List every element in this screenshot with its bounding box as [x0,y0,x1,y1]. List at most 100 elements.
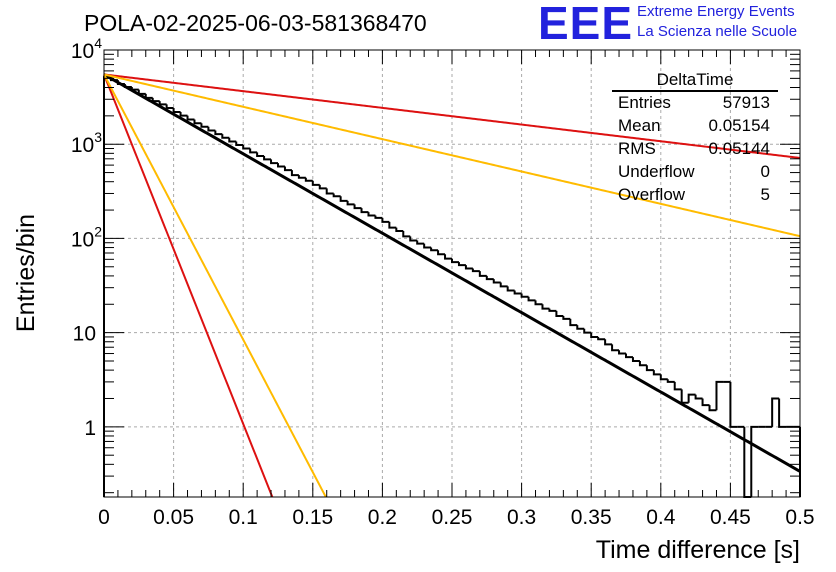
histogram-bin [423,243,432,249]
stats-divider [612,90,778,92]
histogram-bin [625,353,633,359]
x-tick-label: 0.1 [229,506,258,529]
histogram-bin [451,258,459,264]
y-axis-label: Entries/bin [12,214,40,332]
histogram-bin [687,393,696,403]
histogram-bin [430,247,439,252]
histogram-bin [771,397,780,427]
stats-key: Underflow [618,162,695,181]
histogram-bin [673,381,682,391]
histogram-bin [179,111,188,117]
histogram-bin [409,236,418,242]
x-tick-label: 0.2 [368,506,397,529]
x-tick-label: 0.4 [646,506,676,529]
histogram-bin [283,166,292,172]
histogram-bin [214,130,223,136]
tick-layer [103,49,801,497]
histogram-bin [172,108,181,113]
fit-curve-4 [103,73,327,498]
histogram-bin [562,316,571,320]
histogram-bin [130,86,139,91]
histogram-bin [750,425,759,497]
histogram-bin [360,208,369,214]
stats-value: 0.05144 [708,139,770,158]
y-tick-label: 1 [84,417,96,440]
histogram-bin [694,394,703,400]
histogram-bin [666,379,675,383]
y-tick-label: 102 [71,223,102,251]
logo-caption-line2: La Scienza nelle Scuole [637,23,798,40]
histogram-bin [478,271,487,277]
histogram-bin [492,279,501,284]
histogram-bin [318,184,327,190]
histogram-bin [534,300,543,306]
x-tick-label: 0.35 [571,506,612,529]
stats-value: 5 [760,185,770,204]
histogram-bin [249,148,258,154]
stats-value: 0 [760,162,770,181]
histogram-bin [541,304,550,310]
histogram-bin [311,180,320,186]
histogram-bin [778,398,787,428]
histogram-bin [158,101,167,106]
histogram-bin [611,344,620,352]
histogram-bin [715,380,724,411]
stats-value: 57913 [722,93,770,112]
tick-labels-layer: 0 0.05 0.1 0.15 0.2 0.25 0.3 0.35 0.4 0.45 0.5 1 10 1… [71,35,815,529]
histogram-bin [381,217,390,223]
histogram-bin [256,152,265,157]
histogram-bin [235,141,244,147]
fit-curves-layer [103,73,801,498]
x-tick-label: 0.05 [153,506,194,529]
histogram-bin [388,221,397,229]
y-tick-label: 104 [71,35,102,63]
histogram-bin [151,97,160,103]
histogram-bin [576,325,585,330]
histogram-bin [186,115,195,121]
histogram-bin [701,398,710,407]
histogram-bin [193,119,202,125]
histogram-bin [416,240,425,245]
histogram-bin [499,282,508,288]
histogram-bin [485,275,494,281]
stats-value: 0.05154 [708,116,770,135]
y-tick-label: 10 [73,323,96,346]
histogram-bin [527,296,536,302]
histogram-bin [339,196,348,202]
histogram-bin [367,212,376,217]
histogram-bin [631,357,640,362]
histogram-bin [506,286,515,292]
x-tick-label: 0 [98,506,110,529]
histogram-bin [618,350,626,355]
x-tick-label: 0.15 [292,506,333,529]
histogram-bin [200,123,209,128]
x-axis-label: Time difference [s] [596,536,800,564]
histogram-bin [680,389,689,404]
histogram-bin [444,254,452,260]
histogram-bin [277,163,285,168]
histogram-bin [569,318,578,327]
histogram-bin [471,268,480,273]
histogram-bin [652,370,661,376]
histogram-bin [242,145,251,150]
histogram-bin [638,360,647,367]
histogram-bin [332,193,341,198]
histogram-bin [729,381,738,428]
stats-box: DeltaTime Entries 57913 Mean 0.05154 RMS… [612,70,778,210]
histogram-bin [374,215,383,219]
histogram-bin [437,250,446,256]
fit-curve-3 [103,74,274,498]
histogram-bin [395,227,404,232]
histogram-bin [304,177,313,182]
histogram-bin [325,188,334,195]
histogram-bin [402,230,411,238]
histogram-bin [263,155,272,161]
histogram-bin [583,328,592,334]
histogram-bin [290,170,299,177]
y-tick-label: 103 [71,129,102,157]
logo-caption-line1: Extreme Energy Events [637,3,795,20]
x-tick-label: 0.25 [432,506,473,529]
histogram-bin [103,76,111,497]
